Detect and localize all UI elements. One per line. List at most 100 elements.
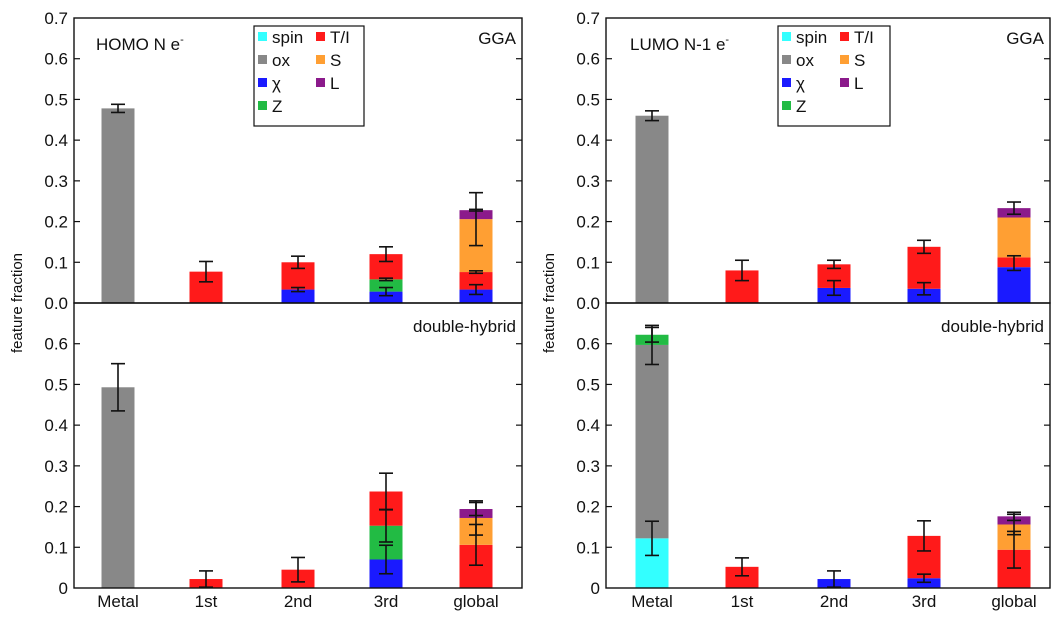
right-top-error-bar <box>1007 201 1021 216</box>
right-bottom-error-bar <box>735 557 749 577</box>
left-top-bar-3rd-Z <box>369 279 403 292</box>
legend-left-swatch-chi <box>258 78 267 87</box>
title-main: HOMO N e <box>96 35 180 54</box>
right-top-bar-Metal-ox <box>635 115 669 303</box>
legend-right-label-T/I: T/I <box>854 28 874 47</box>
left-top-error-bar <box>469 270 483 275</box>
right-top-bar-global-chi <box>997 267 1031 303</box>
legend-right-label-Z: Z <box>796 97 806 116</box>
right-top-error-bar <box>827 259 841 270</box>
left-bottom-ytick-label: 0.4 <box>44 416 68 435</box>
left-top-ytick-label: 0.0 <box>44 294 68 313</box>
legend-right-swatch-Z <box>782 101 791 110</box>
title-superscript: - <box>180 34 184 46</box>
left-top-error-bar <box>291 255 305 270</box>
legend-right-swatch-T/I <box>840 32 849 41</box>
right-bottom-ytick-label: 0.1 <box>576 538 600 557</box>
right-top-ytick-label: 0.4 <box>576 131 600 150</box>
left-bottom-method-label: double-hybrid <box>413 317 516 336</box>
legend-left-swatch-S <box>316 55 325 64</box>
legend-left-label-ox: ox <box>272 51 290 70</box>
right-bottom-ytick-label: 0.2 <box>576 498 600 517</box>
left-top-ytick-label: 0.6 <box>44 50 68 69</box>
left-top-error-bar <box>469 283 483 296</box>
left-top-ytick-label: 0.1 <box>44 253 68 272</box>
right-top-bar-global-S <box>997 217 1031 258</box>
left-top-ytick-label: 0.7 <box>44 9 68 28</box>
legend-right-label-L: L <box>854 74 863 93</box>
right-bottom-axes-frame <box>605 302 1051 589</box>
legend-left-label-L: L <box>330 74 339 93</box>
legend-left-label-S: S <box>330 51 341 70</box>
left-bottom-category-label: 2nd <box>284 592 312 611</box>
left-top-ytick-label: 0.2 <box>44 213 68 232</box>
right-bottom-bar-Metal-ox <box>635 344 669 539</box>
right-top-ytick-label: 0.0 <box>576 294 600 313</box>
title-main: LUMO N-1 e <box>630 35 725 54</box>
right-bottom-bar-1st-T/I <box>725 566 759 588</box>
left-top-error-bar <box>199 260 213 283</box>
right-bottom-category-label: 3rd <box>912 592 937 611</box>
legend-right-swatch-spin <box>782 32 791 41</box>
left-bottom-category-label: global <box>453 592 498 611</box>
legend-left-label-chi: χ <box>272 74 281 93</box>
legend-right-label-ox: ox <box>796 51 814 70</box>
right-bottom-bar-3rd-chi <box>907 578 941 588</box>
left-top-ytick-label: 0.5 <box>44 90 68 109</box>
left-bottom-error-bar <box>379 472 393 511</box>
right-bottom-ytick-label: 0.6 <box>576 335 600 354</box>
right-bottom-ytick-label: 0 <box>591 579 600 598</box>
right-bottom-method-label: double-hybrid <box>941 317 1044 336</box>
left-top-method-label: GGA <box>478 29 516 48</box>
right-top-ytick-label: 0.3 <box>576 172 600 191</box>
left-top-error-bar <box>379 286 393 297</box>
left-bottom-category-label: Metal <box>97 592 139 611</box>
legend-left-swatch-T/I <box>316 32 325 41</box>
right-top-method-label: GGA <box>1006 29 1044 48</box>
left-top-error-bar <box>469 208 483 212</box>
right-bottom-ytick-label: 0.5 <box>576 375 600 394</box>
right-top-ytick-label: 0.1 <box>576 253 600 272</box>
right-top-ytick-label: 0.7 <box>576 9 600 28</box>
right-top-ytick-label: 0.5 <box>576 90 600 109</box>
right-bottom-category-label: global <box>991 592 1036 611</box>
left-top-error-bar <box>379 246 393 263</box>
left-top-ytick-label: 0.4 <box>44 131 68 150</box>
right-bottom-ytick-label: 0.3 <box>576 457 600 476</box>
right-bottom-category-label: Metal <box>631 592 673 611</box>
legend-right-label-chi: χ <box>796 74 805 93</box>
left-bottom-error-bar <box>199 570 213 588</box>
legend-left-label-Z: Z <box>272 97 282 116</box>
left-bottom-error-bar <box>379 544 393 575</box>
right-top-error-bar <box>645 110 659 122</box>
right-bottom-error-bar <box>645 326 659 343</box>
y-axis-label-left: feature fraction <box>9 253 26 353</box>
legend-right-label-S: S <box>854 51 865 70</box>
left-bottom-error-bar <box>111 362 125 412</box>
legend-right-swatch-L <box>840 78 849 87</box>
legend-left-label-T/I: T/I <box>330 28 350 47</box>
left-top-bar-2nd-chi <box>281 289 315 303</box>
left-bottom-ytick-label: 0.5 <box>44 375 68 394</box>
legend-left-box <box>253 25 365 127</box>
right-bottom-error-bar <box>827 570 841 588</box>
right-bottom-error-bar <box>1007 511 1021 522</box>
left-top-error-bar <box>469 191 483 247</box>
left-bottom-ytick-label: 0.2 <box>44 498 68 517</box>
right-bottom-error-bar <box>645 520 659 557</box>
title-superscript: - <box>725 34 729 46</box>
right-top-error-bar <box>917 281 931 296</box>
right-top-error-bar <box>735 259 749 282</box>
legend-right-box <box>777 25 891 127</box>
left-top-error-bar <box>111 103 125 114</box>
right-top-bar-2nd-T/I <box>817 264 851 288</box>
left-top-bar-Metal-ox <box>101 108 135 303</box>
legend-left-swatch-spin <box>258 32 267 41</box>
legend-right-label-spin: spin <box>796 28 827 47</box>
left-bottom-category-label: 3rd <box>374 592 399 611</box>
right-bottom-category-label: 2nd <box>820 592 848 611</box>
left-bottom-error-bar <box>469 501 483 517</box>
left-top-bar-global-T/I <box>459 272 493 290</box>
